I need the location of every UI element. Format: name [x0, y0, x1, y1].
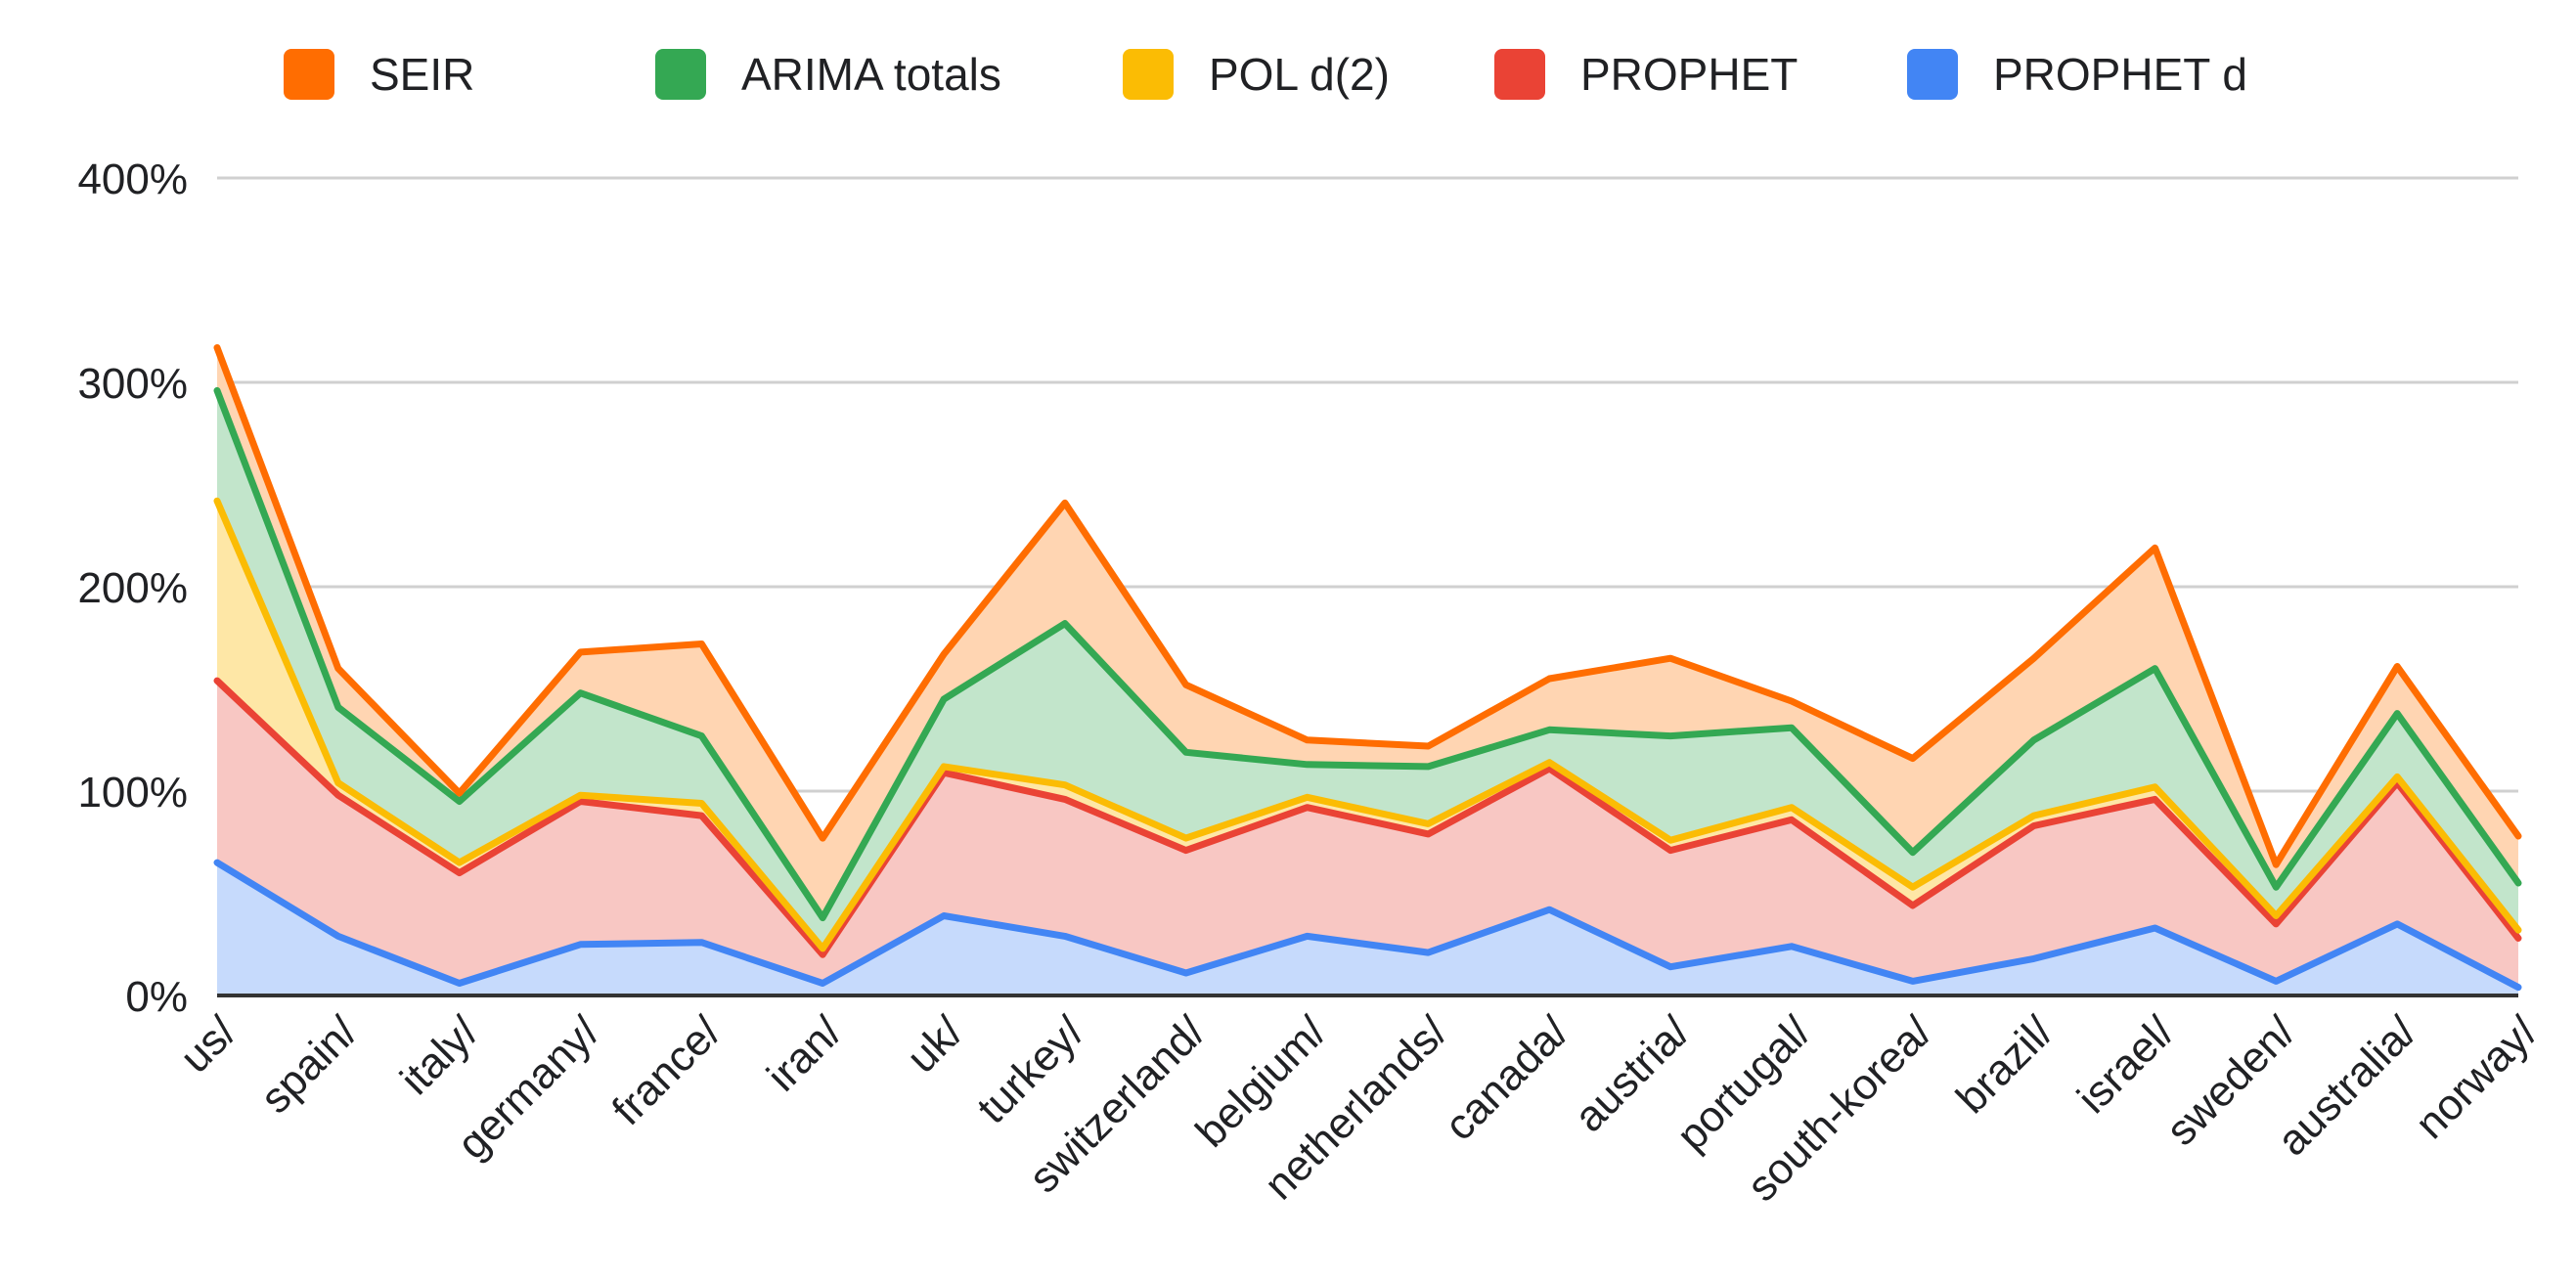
x-tick-label-brazil: brazil/: [1947, 1007, 2063, 1123]
legend-label-prophet: PROPHET: [1580, 49, 1798, 100]
line-prophet: [213, 677, 2522, 958]
y-tick-label-400pct: 400%: [77, 155, 188, 203]
legend-item-prophet-d: PROPHET d: [1907, 49, 2247, 100]
area-arima-totals: [217, 390, 2518, 949]
y-tick-label-200pct: 200%: [77, 564, 188, 612]
line-pol-d-2: [213, 497, 2522, 952]
line-arima-totals: [213, 386, 2522, 922]
series-lines: [213, 344, 2522, 992]
y-tick-label-0pct: 0%: [125, 973, 188, 1021]
x-tick-label-uk: uk/: [898, 1007, 973, 1083]
x-tick-label-iran: iran/: [758, 1007, 852, 1101]
x-tick-label-canada: canada/: [1436, 1007, 1578, 1150]
legend-item-arima-totals: ARIMA totals: [655, 49, 1001, 100]
area-prophet: [217, 681, 2518, 988]
legend-swatch-prophet: [1494, 49, 1545, 100]
y-tick-label-100pct: 100%: [77, 769, 188, 817]
legend-swatch-arima-totals: [655, 49, 706, 100]
y-tick-labels: 0% 100% 200% 300% 400%: [77, 155, 188, 1021]
legend-label-seir: SEIR: [370, 49, 474, 100]
x-tick-label-norway: norway/: [2406, 1007, 2547, 1148]
x-tick-labels: us/spain/italy/germany/france/iran/uk/tu…: [171, 1007, 2548, 1211]
line-prophet-d: [213, 859, 2522, 992]
x-tick-label-france: france/: [603, 1007, 731, 1134]
y-tick-label-300pct: 300%: [77, 360, 188, 408]
legend-swatch-prophet-d: [1907, 49, 1958, 100]
line-seir: [213, 344, 2522, 868]
legend-item-prophet: PROPHET: [1494, 49, 1798, 100]
legend-item-pol-d-2: POL d(2): [1123, 49, 1390, 100]
legend-item-seir: SEIR: [284, 49, 474, 100]
legend-label-pol-d-2: POL d(2): [1209, 49, 1390, 100]
x-tick-label-spain: spain/: [251, 1007, 367, 1123]
x-tick-label-italy: italy/: [391, 1007, 488, 1104]
legend-swatch-seir: [284, 49, 334, 100]
legend: SEIR ARIMA totals POL d(2) PROPHET PROPHET d: [284, 49, 2247, 100]
legend-label-arima-totals: ARIMA totals: [741, 49, 1001, 100]
legend-label-prophet-d: PROPHET d: [1993, 49, 2247, 100]
x-tick-label-israel: israel/: [2068, 1007, 2184, 1123]
area-seir: [217, 347, 2518, 918]
legend-swatch-pol-d-2: [1123, 49, 1174, 100]
